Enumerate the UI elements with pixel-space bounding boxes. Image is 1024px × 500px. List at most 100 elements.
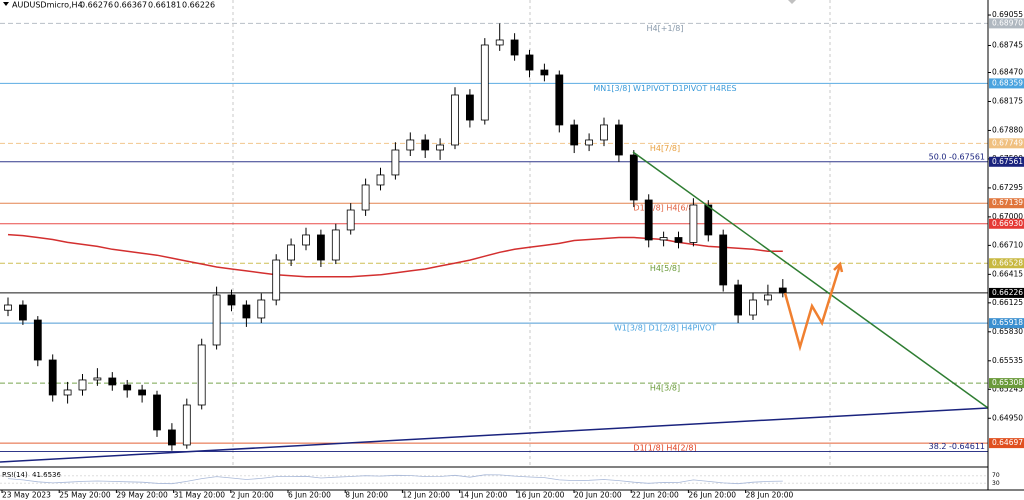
candle-body <box>138 389 147 396</box>
level-text: H4[3/8] <box>650 384 680 393</box>
candle-body <box>272 259 281 301</box>
level-text: D1[1/8] H4[2/8] <box>633 444 696 453</box>
price-tag-label: 0.68359 <box>992 78 1023 87</box>
candle-body <box>674 237 683 243</box>
price-tag <box>989 156 1024 167</box>
candle-body <box>287 244 296 261</box>
candle-body <box>227 294 236 306</box>
price-tag <box>989 258 1024 269</box>
plot <box>4 23 787 451</box>
ohlc-open: 0.66276 <box>80 1 113 10</box>
x-tick-label: 29 May 20:00 <box>116 491 168 500</box>
ohlc-low: 0.66181 <box>148 1 181 10</box>
support-trendline <box>0 407 989 463</box>
projection-arrowhead <box>833 261 844 273</box>
symbol: AUDUSDmicro,H4 <box>12 1 83 10</box>
candle-body <box>659 237 668 241</box>
y-tick-label: 0.67295 <box>992 183 1023 192</box>
candle-body <box>123 384 132 391</box>
candle-body <box>346 209 355 231</box>
x-tick-label: 25 May 20:00 <box>59 491 111 500</box>
level-text: D1[3/8] H4[6/8] <box>633 204 696 213</box>
candle-body <box>331 229 340 261</box>
y-tick-label: 0.64950 <box>992 413 1023 422</box>
candle-body <box>480 44 489 121</box>
price-tag-label: 0.65918 <box>992 318 1023 327</box>
resistance-trendline <box>632 151 989 409</box>
ohlc-high: 0.66367 <box>114 1 147 10</box>
candle-body <box>719 234 728 286</box>
candle-body <box>615 124 623 156</box>
price-tag-label: 0.67749 <box>992 138 1023 147</box>
price-tag-label: 0.66528 <box>992 258 1023 267</box>
candle-body <box>689 204 698 243</box>
candle-body <box>749 299 757 316</box>
header: AUDUSDmicro,H4 0.66276 0.66367 0.66181 0… <box>3 1 215 10</box>
candle-body <box>316 234 325 261</box>
candle-body <box>391 149 400 176</box>
level-text: W1[3/8] D1[2/8] H4PIVOT <box>614 324 716 333</box>
candle-body <box>376 174 385 186</box>
candle-body <box>302 234 310 246</box>
price-tag-label: 0.67139 <box>992 198 1023 207</box>
x-tick-label: 6 Jun 20:00 <box>288 491 331 500</box>
price-tag-label: 0.67561 <box>992 157 1023 166</box>
price-tag-label: 0.66226 <box>992 288 1023 297</box>
candle-body <box>257 299 266 319</box>
rsi-value: 41.6536 <box>32 471 61 479</box>
candle-body <box>555 74 564 126</box>
candle-body <box>33 319 42 361</box>
y-tick-label: 0.67000 <box>992 212 1023 221</box>
moving-average <box>7 233 783 278</box>
candle-body <box>495 39 504 46</box>
candle-body <box>4 304 12 311</box>
x-tick-label: 31 May 20:00 <box>174 491 226 500</box>
price-tag <box>989 378 1024 389</box>
price-tag-label: 0.64697 <box>992 438 1023 447</box>
candle-body <box>182 404 191 446</box>
y-tick-label: 0.66415 <box>992 269 1023 278</box>
y-tick-label: 0.68470 <box>992 67 1023 76</box>
x-tick-label: 28 Jun 20:00 <box>746 491 794 500</box>
x-tick-label: 16 Jun 20:00 <box>517 491 565 500</box>
candle-body <box>764 294 772 301</box>
y-tick-label: 0.68745 <box>992 40 1023 49</box>
candle-body <box>18 304 27 321</box>
rsi-tick-label: 70 <box>992 472 1000 479</box>
y-tick-label: 0.69055 <box>992 10 1023 19</box>
price-tag-label: 0.68970 <box>992 18 1023 27</box>
level-text: H4[5/8] <box>650 264 680 273</box>
x-tick-label: 8 Jun 20:00 <box>345 491 388 500</box>
candle-body <box>93 377 102 381</box>
candle-body <box>63 389 72 396</box>
candle-body <box>465 94 474 121</box>
rsi-tick-label: 30 <box>992 480 1000 487</box>
x-tick-label: 2 Jun 20:00 <box>231 491 274 500</box>
x-tick-label: 12 Jun 20:00 <box>402 491 450 500</box>
candle-body <box>78 379 87 391</box>
level-text: H4[7/8] <box>650 144 680 153</box>
y-tick-label: 0.66710 <box>992 240 1023 249</box>
candle-body <box>778 287 787 294</box>
level-text: H4[+1/8] <box>647 24 684 33</box>
y-tick-label: 0.67880 <box>992 125 1023 134</box>
scroll-marker <box>788 0 796 4</box>
candle-body <box>644 199 653 241</box>
y-tick-label: 0.68175 <box>992 96 1023 105</box>
candle-body <box>436 144 445 151</box>
price-tag-label: 0.65308 <box>992 378 1023 387</box>
candle-body <box>108 377 117 386</box>
x-tick-label: 14 Jun 20:00 <box>460 491 508 500</box>
price-tag <box>989 78 1024 89</box>
menu-triangle <box>3 2 9 6</box>
candle-body <box>600 124 608 141</box>
level-text: 38.2 -0.64611 <box>929 442 985 451</box>
y-tick-label: 0.66125 <box>992 298 1023 307</box>
candle-body <box>48 359 57 396</box>
x-tick-label: 23 May 2023 <box>2 491 51 500</box>
candle-body <box>167 429 176 446</box>
price-tag <box>989 438 1024 449</box>
price-tag <box>989 138 1024 149</box>
